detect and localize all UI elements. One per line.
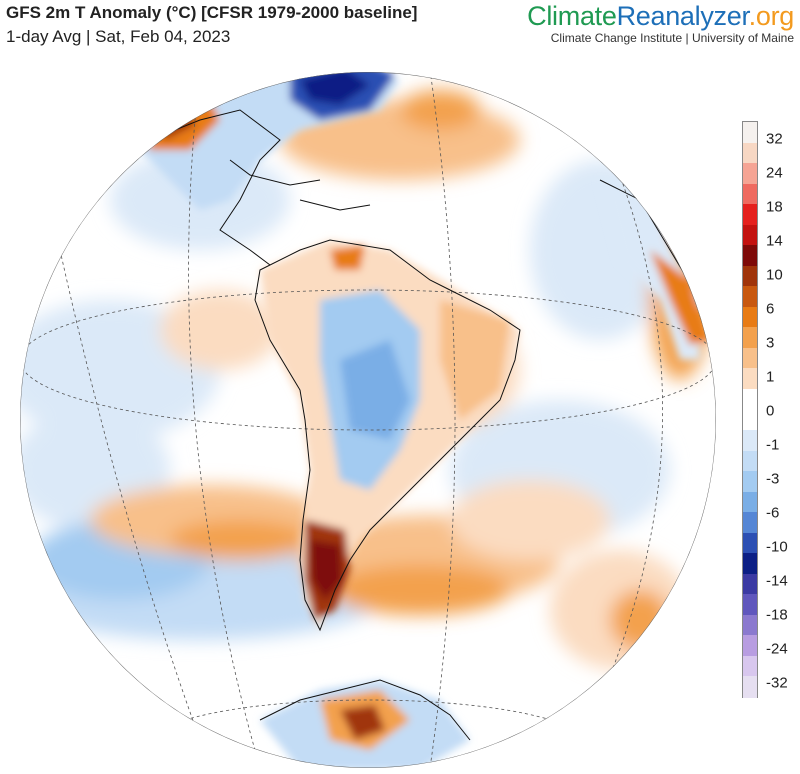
colorbar-label: 3 <box>766 334 775 352</box>
colorbar-swatch <box>743 204 757 226</box>
colorbar-label: -14 <box>766 572 788 590</box>
colorbar-label: 0 <box>766 402 775 420</box>
colorbar <box>742 121 758 698</box>
colorbar-swatch <box>743 655 757 678</box>
colorbar-label: -10 <box>766 538 788 556</box>
colorbar-label: 14 <box>766 232 783 250</box>
colorbar-label: -3 <box>766 470 780 488</box>
colorbar-swatch <box>743 430 757 452</box>
colorbar-swatch <box>743 306 757 328</box>
colorbar-swatch <box>743 512 757 534</box>
colorbar-swatch <box>743 183 757 205</box>
colorbar-swatch <box>743 635 757 657</box>
colorbar-swatch <box>743 594 757 616</box>
colorbar-swatch <box>743 676 757 698</box>
page-subtitle: 1-day Avg | Sat, Feb 04, 2023 <box>6 27 231 46</box>
colorbar-swatch <box>743 122 757 144</box>
colorbar-label: 18 <box>766 198 783 216</box>
colorbar-swatch <box>743 532 757 554</box>
colorbar-swatch <box>743 327 757 349</box>
brand-block[interactable]: ClimateReanalyzer.org Climate Change Ins… <box>527 1 794 45</box>
colorbar-swatch <box>743 368 757 390</box>
colorbar-swatch <box>743 286 757 308</box>
colorbar-label: -1 <box>766 436 780 454</box>
colorbar-swatch <box>743 163 757 185</box>
colorbar-label: 24 <box>766 164 783 182</box>
colorbar-swatch <box>743 224 757 246</box>
colorbar-label: 32 <box>766 130 783 148</box>
colorbar-swatch <box>743 142 757 164</box>
colorbar-label: -32 <box>766 674 788 692</box>
colorbar-swatch <box>743 471 757 493</box>
brand-logo-part2: Reanalyzer <box>616 1 749 31</box>
colorbar-label: -24 <box>766 640 788 658</box>
colorbar-swatch <box>743 450 757 472</box>
colorbar-swatch <box>743 245 757 267</box>
colorbar-swatch <box>743 265 757 287</box>
colorbar-swatch <box>743 347 757 370</box>
brand-logo-part3: .org <box>748 1 795 31</box>
page-title: GFS 2m T Anomaly (°C) [CFSR 1979-2000 ba… <box>6 3 418 22</box>
brand-tagline: Climate Change Institute | University of… <box>550 31 794 45</box>
colorbar-label: 1 <box>766 368 775 386</box>
colorbar-swatch <box>743 553 757 575</box>
colorbar-swatch <box>743 491 757 513</box>
colorbar-label: 10 <box>766 266 783 284</box>
colorbar-label: -18 <box>766 606 788 624</box>
colorbar-label: -6 <box>766 504 780 522</box>
colorbar-swatch <box>743 573 757 595</box>
colorbar-swatch <box>743 388 757 411</box>
colorbar-label: 6 <box>766 300 775 318</box>
brand-logo-part1: Climate <box>527 1 617 31</box>
brand-logo[interactable]: ClimateReanalyzer.org <box>527 1 794 32</box>
colorbar-swatch <box>743 409 757 431</box>
colorbar-swatch <box>743 614 757 636</box>
